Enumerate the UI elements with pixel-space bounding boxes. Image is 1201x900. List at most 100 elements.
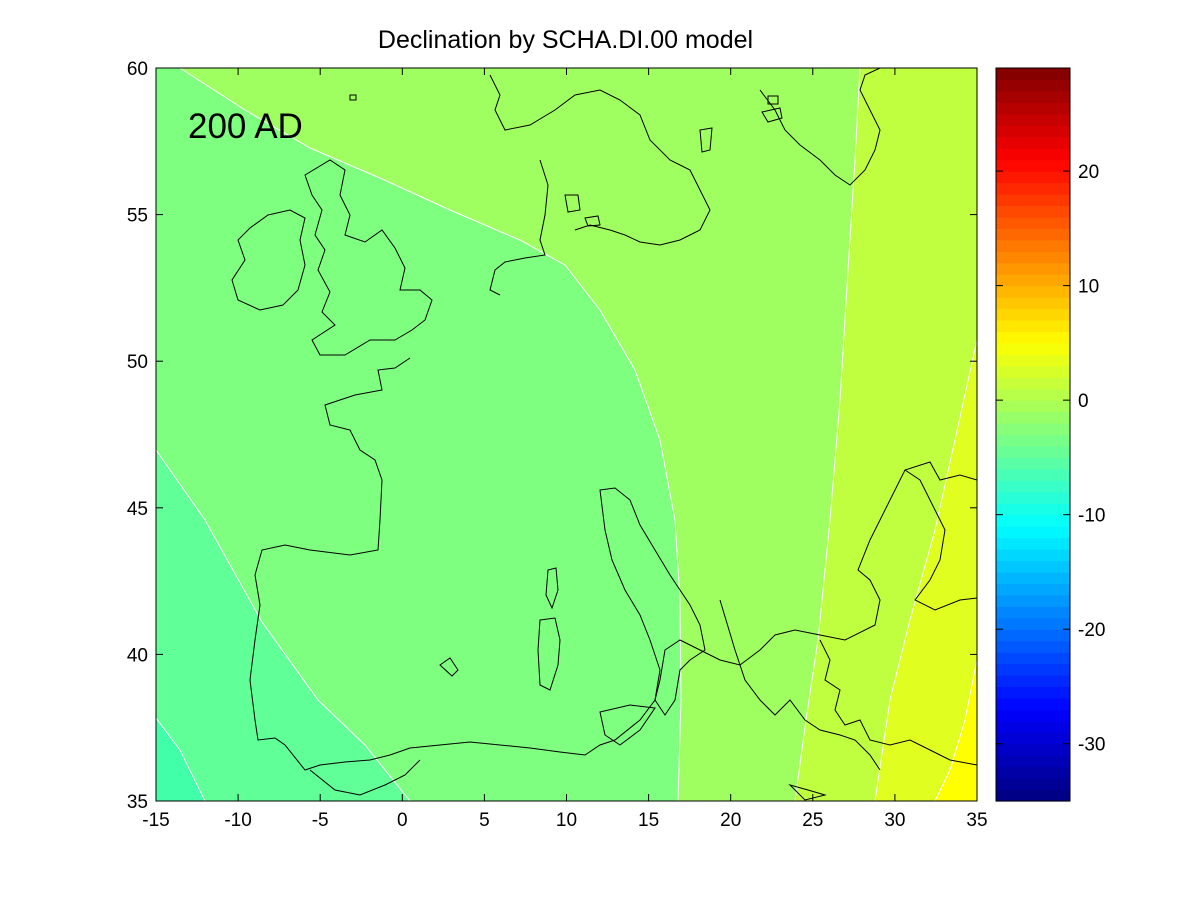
contour-band-west [156,450,410,801]
coast-island-3 [439,657,459,677]
colorbar-segment [996,182,1070,195]
colorbar-segment [996,537,1070,550]
colorbar-segment [996,709,1070,722]
colorbar-tick-label: 20 [1078,162,1099,183]
colorbar-segment [996,342,1070,355]
colorbar-segment [996,308,1070,321]
coast-island-1 [564,194,581,213]
x-tick-label: 30 [884,810,905,831]
x-tick-label: 10 [556,810,577,831]
colorbar-segment [996,423,1070,436]
contour-band-far-southeast [935,660,977,801]
y-axis: 35 40 45 50 55 60 [127,59,977,813]
colorbar-segment [996,526,1070,539]
colorbar-segment [996,514,1070,527]
coast-scandinavia [489,74,711,246]
coast-denmark [489,159,549,296]
colorbar-segment [996,159,1070,172]
colorbar-segment [996,755,1070,768]
colorbar-segment [996,388,1070,401]
colorbar-segment [996,354,1070,367]
y-tick-label: 55 [127,206,148,227]
year-annotation: 200 AD [188,107,303,146]
colorbar-segment [996,732,1070,745]
colorbar-segment [996,193,1070,207]
colorbar-segment [996,216,1070,229]
colorbar-segment [996,583,1070,596]
colorbar-segment [996,148,1070,161]
coast-corsica [545,567,559,610]
x-axis: -15 -10 -5 0 5 10 15 20 25 30 35 [142,68,988,831]
y-tick-label: 50 [127,352,148,373]
coast-island-2 [584,215,601,227]
colorbar-segment [996,560,1070,573]
colorbar-segment [996,663,1070,676]
colorbar-segment [996,640,1070,653]
colorbar-segment [996,675,1070,688]
colorbar-segment [996,365,1070,378]
colorbar-segment [996,778,1070,791]
colorbar-tick-label: 0 [1078,391,1089,412]
colorbar-segment [996,205,1070,218]
colorbar-segment [996,491,1070,504]
colorbar-segment [996,79,1070,92]
colorbar-segment [996,239,1070,252]
colorbar-segment [996,503,1070,516]
colorbar-segment [996,606,1070,619]
colorbar-segment [996,274,1070,287]
coast-iberia-south [309,759,421,796]
contour-band-northeast [180,68,977,801]
colorbar-segment [996,251,1070,264]
contour-band-far-west [156,718,205,801]
colorbar-segment [996,480,1070,493]
colorbar-segment [996,102,1070,115]
coast-black-sea [904,469,977,611]
coast-island-5 [761,107,783,123]
coast-sardinia [537,617,561,691]
colorbar-segment [996,400,1070,413]
colorbar-tick-label: -20 [1078,620,1105,641]
chart-title: Declination by SCHA.DI.00 model [377,26,754,54]
colorbar-segment [996,125,1070,138]
colorbar-segment [996,686,1070,699]
colorbar-frame [995,67,1071,802]
colorbar-segment [996,228,1070,241]
colorbar-tick-label: 10 [1078,277,1099,298]
contour-lines [156,68,977,801]
y-tick-label: 35 [127,792,148,813]
colorbar-segment [996,319,1070,333]
colorbar-segment [996,652,1070,665]
x-tick-label: -10 [224,810,251,831]
contour-band-southeast [875,340,977,801]
x-tick-label: -5 [312,810,329,831]
y-tick-label: 60 [127,59,148,80]
colorbar-segment [996,331,1070,344]
coast-cyprus [788,784,827,801]
coastlines [231,68,977,801]
coast-italy [599,487,706,716]
contour-map [156,68,977,801]
colorbar-segment [996,434,1070,447]
colorbar-segment [996,285,1070,298]
colorbar-segment [996,720,1070,733]
coast-balkans [719,599,881,771]
colorbar-segment [996,136,1070,149]
x-tick-label: 15 [638,810,659,831]
x-tick-label: 35 [966,810,987,831]
x-tick-label: 5 [479,810,490,831]
coast-sicily [599,704,656,746]
colorbar-segment [996,697,1070,710]
coast-gotland [699,127,713,153]
coast-aegean [819,639,977,766]
colorbar-segment [996,629,1070,642]
colorbar-segment [996,766,1070,779]
coast-island-4 [767,95,779,105]
coast-baltic [759,68,881,186]
colorbar-tick-label: -10 [1078,506,1105,527]
x-tick-label: 0 [397,810,408,831]
coast-island-6 [349,94,357,101]
coast-ireland [231,209,306,311]
colorbar-segment [996,377,1070,390]
colorbar-segment [996,411,1070,424]
